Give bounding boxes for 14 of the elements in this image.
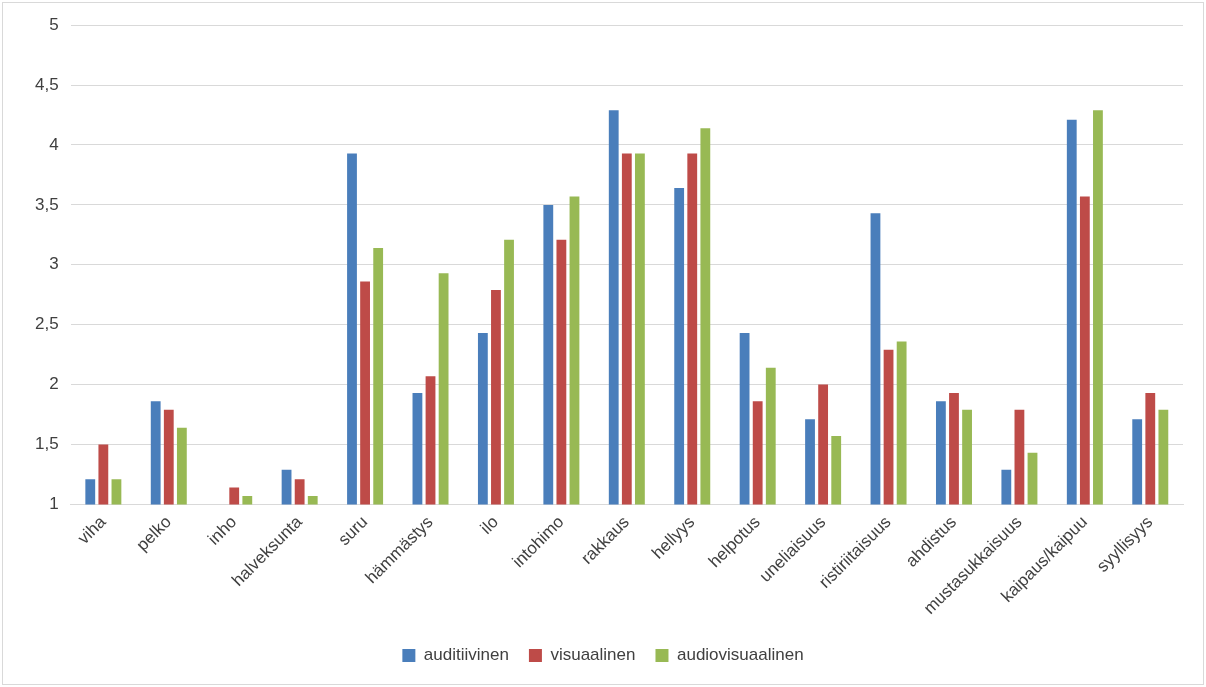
y-tick-label: 5 [49, 14, 59, 34]
y-tick-label: 3 [49, 254, 59, 274]
y-tick-label: 2,5 [34, 314, 59, 334]
legend-label: visuaalinen [550, 645, 636, 665]
x-tick-label: viha [74, 511, 110, 548]
y-tick-label: 1 [49, 494, 59, 514]
x-tick-label: ilo [476, 512, 503, 538]
legend-label: audiovisuaalinen [676, 645, 804, 665]
y-tick-label: 3,5 [34, 194, 59, 214]
y-tick-label: 4 [49, 134, 59, 154]
legend-label: auditiivinen [423, 645, 509, 665]
y-tick-label: 1,5 [34, 434, 59, 454]
y-tick-label: 4,5 [34, 74, 59, 94]
y-tick-label: 2 [49, 374, 59, 394]
